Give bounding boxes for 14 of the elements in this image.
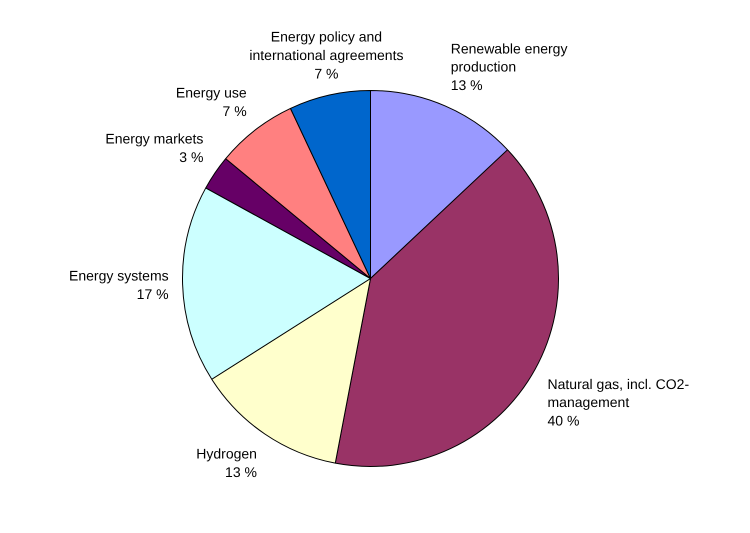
data-label: 40 % [548,412,580,429]
slice-label: Hydrogen [196,446,257,462]
slice-label: Energy policy and international agreements [249,28,404,63]
data-label: 13 % [225,464,257,480]
slice-label: Natural gas, incl. CO2-management [548,376,690,410]
slice-label: Energy markets [105,130,204,147]
data-label: 17 % [136,286,169,302]
data-label: 3 % [179,148,204,165]
data-label: 13 % [450,77,483,94]
slice-label: Energy use [176,84,247,100]
data-label: 7 % [222,102,247,119]
slice-label: Energy systems [69,268,169,284]
data-label: 7 % [314,65,338,82]
slice-label: Renewable energy production [450,40,568,75]
